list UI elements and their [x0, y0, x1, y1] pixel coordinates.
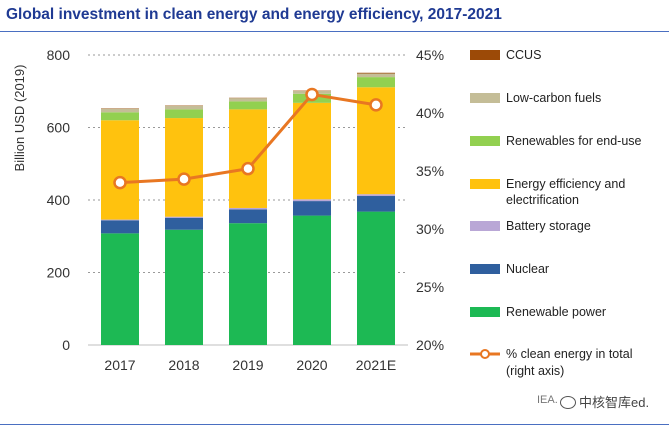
bar-segment — [229, 207, 267, 210]
y2-tick-label: 25% — [416, 279, 444, 295]
legend-swatch — [470, 221, 500, 231]
bars — [101, 72, 395, 345]
watermark: 中核智库ed. — [557, 392, 653, 411]
bar-segment — [101, 120, 139, 220]
bar-segment — [165, 105, 203, 110]
bar-segment — [357, 77, 395, 88]
bar-segment — [229, 209, 267, 224]
bar-segment — [165, 216, 203, 218]
bar-segment — [229, 101, 267, 110]
bar-segment — [229, 109, 267, 208]
line-series — [113, 87, 383, 190]
y2-tick-label: 20% — [416, 337, 444, 353]
x-tick-label: 2017 — [104, 357, 135, 373]
bar-segment — [357, 73, 395, 78]
x-tick-label: 2021E — [356, 357, 396, 373]
bar-segment — [101, 233, 139, 345]
legend-label: Renewables for end-use — [506, 134, 642, 148]
legend-label: Energy efficiency and electrification — [506, 177, 625, 207]
legend-label: % clean energy in total (right axis) — [506, 347, 632, 378]
bar-segment — [357, 72, 395, 74]
bar-segment — [101, 219, 139, 221]
wechat-icon — [560, 396, 576, 409]
source-note: IEA. — [537, 394, 558, 406]
y-tick-label: 200 — [47, 265, 71, 281]
line-point — [369, 98, 383, 112]
line-point — [113, 175, 127, 190]
bar-segment — [293, 199, 331, 202]
y2-tick-label: 35% — [416, 163, 444, 179]
legend-swatch — [470, 179, 500, 189]
legend-label: Nuclear — [506, 262, 549, 276]
legend-label: Battery storage — [506, 219, 591, 233]
bottom-divider — [0, 424, 669, 425]
x-tick-label: 2019 — [232, 357, 263, 373]
legend-label: Low-carbon fuels — [506, 91, 601, 105]
bar-segment — [101, 112, 139, 121]
bar-segment — [165, 229, 203, 345]
legend-line-marker — [480, 349, 490, 359]
title-divider — [0, 31, 669, 32]
legend: CCUS Low-carbon fuels Renewables for end-u… — [470, 48, 642, 378]
y-tick-label: 600 — [47, 120, 71, 136]
y2-axis-ticks: 20% 25% 30% 35% 40% 45% — [416, 47, 444, 353]
x-axis-ticks: 2017 2018 2019 2020 2021E — [104, 357, 396, 373]
line-point — [241, 161, 255, 176]
legend-swatch — [470, 307, 500, 317]
bar-segment — [357, 211, 395, 345]
watermark-tail: ed. — [631, 395, 650, 410]
x-tick-label: 2020 — [296, 357, 327, 373]
y-axis-ticks: 0 200 400 600 800 — [47, 47, 71, 353]
bar-segment — [357, 196, 395, 212]
legend-label: CCUS — [506, 48, 541, 62]
y-tick-label: 400 — [47, 192, 71, 208]
legend-swatch — [470, 136, 500, 146]
bar-segment — [101, 108, 139, 113]
x-tick-label: 2018 — [168, 357, 199, 373]
watermark-text: 中核智库 — [579, 395, 632, 410]
y2-tick-label: 40% — [416, 105, 444, 121]
y2-tick-label: 30% — [416, 221, 444, 237]
page-title: Global investment in clean energy and en… — [6, 6, 502, 23]
y-axis-label: Billion USD (2019) — [12, 65, 27, 172]
bar-segment — [165, 118, 203, 217]
legend-label: Renewable power — [506, 305, 606, 319]
y2-tick-label: 45% — [416, 47, 444, 63]
legend-swatch — [470, 264, 500, 274]
bar-segment — [165, 217, 203, 230]
bar-segment — [165, 109, 203, 119]
bar-segment — [293, 102, 331, 200]
line-point — [305, 87, 319, 102]
bar-segment — [101, 220, 139, 234]
line-point — [177, 172, 191, 186]
bar-segment — [293, 215, 331, 345]
legend-swatch — [470, 93, 500, 103]
bar-segment — [229, 223, 267, 345]
y-tick-label: 800 — [47, 47, 71, 63]
bar-segment — [229, 98, 267, 102]
legend-swatch — [470, 50, 500, 60]
bar-segment — [357, 194, 395, 197]
y-tick-label: 0 — [62, 337, 70, 353]
bar-segment — [293, 201, 331, 216]
